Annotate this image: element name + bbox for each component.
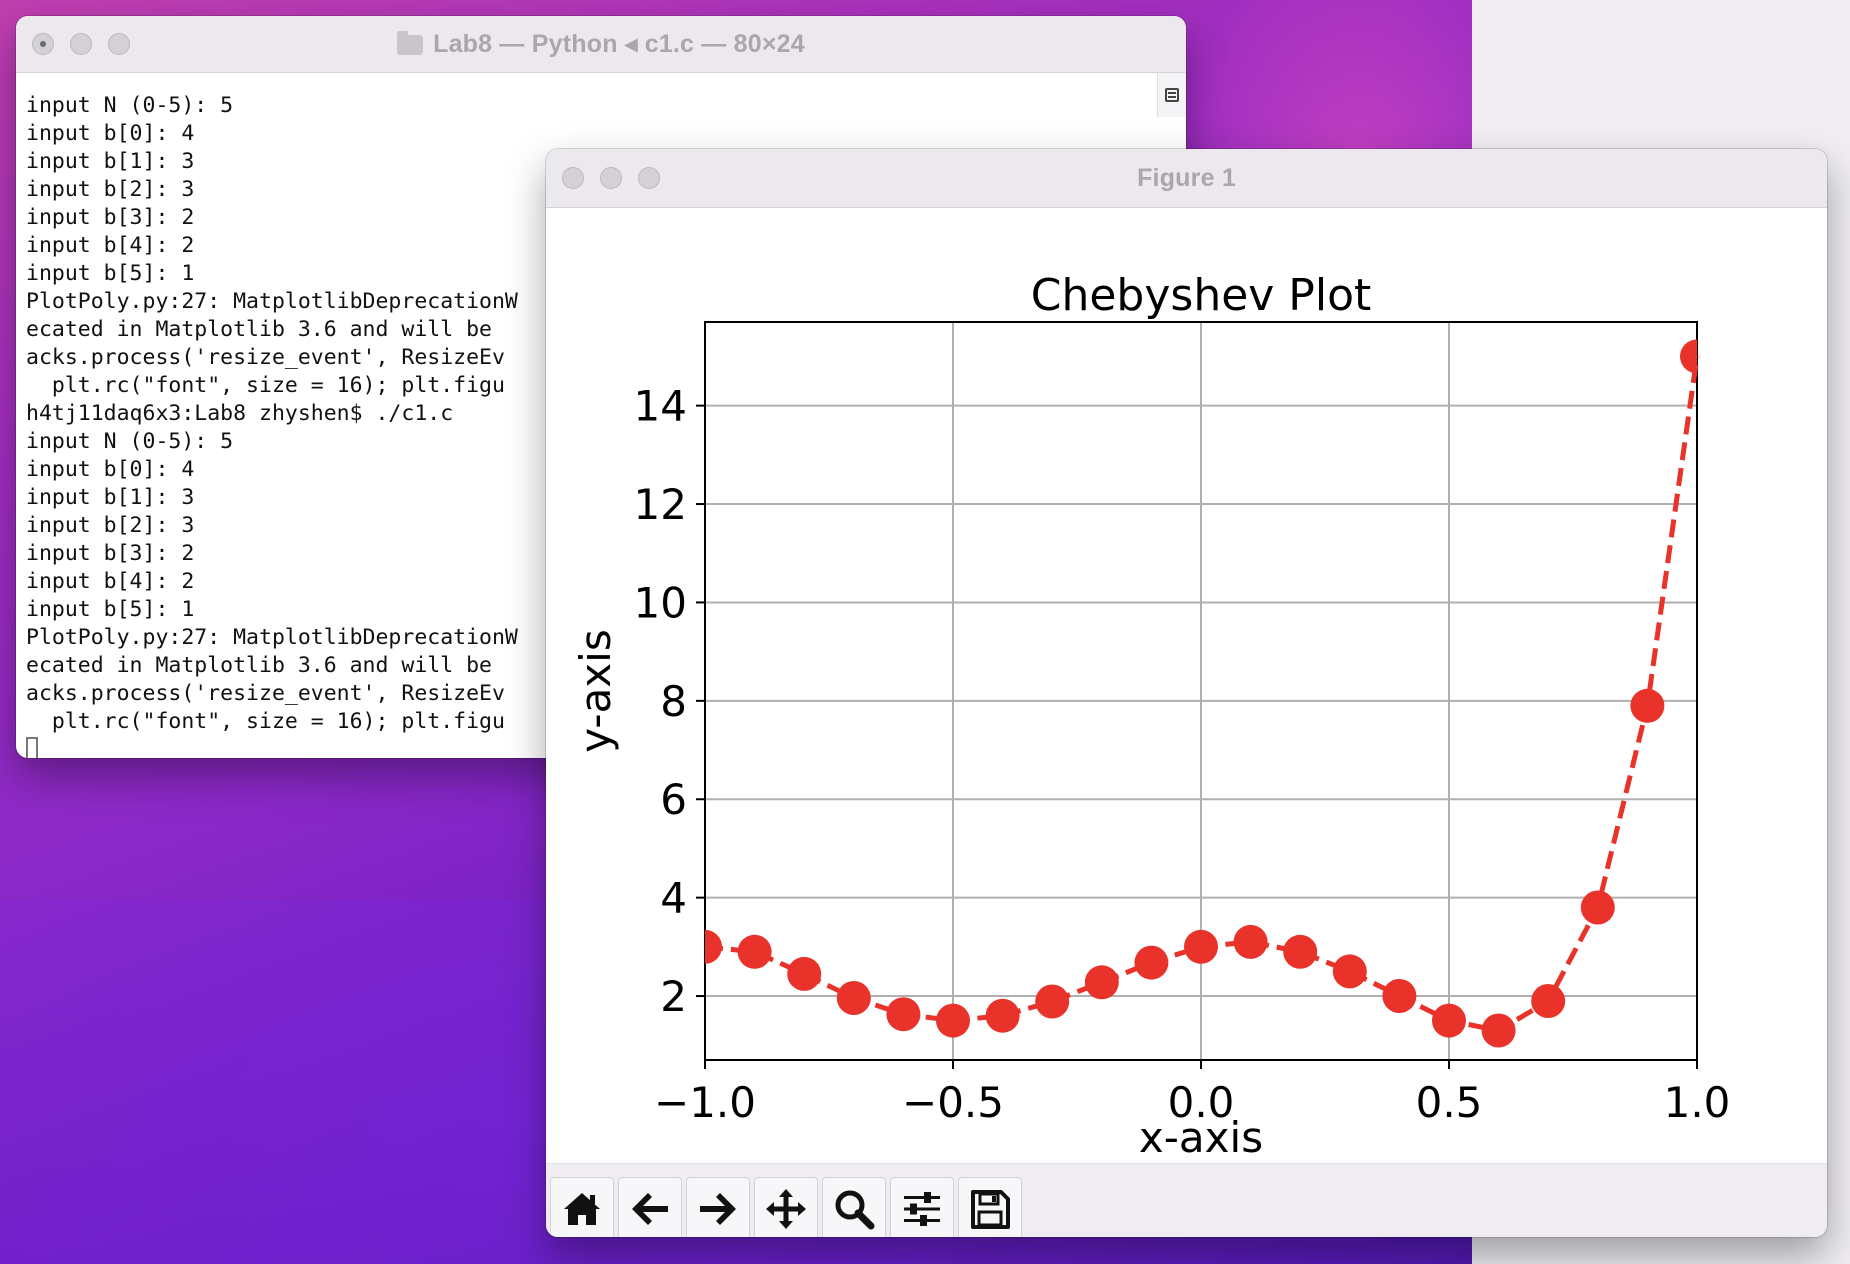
figure-title: Figure 1 [546, 149, 1827, 207]
home-icon [564, 1193, 600, 1225]
scroll-marks-icon [1165, 88, 1179, 102]
terminal-line: h4tj11daq6x3:Lab8 zhyshen$ ./c1.c [26, 401, 454, 426]
terminal-line: input b[1]: 3 [26, 149, 195, 174]
y-axis-label: y-axis [571, 629, 620, 752]
data-point [705, 929, 722, 964]
y-tick-label: 2 [660, 972, 687, 1021]
terminal-line: input b[4]: 2 [26, 569, 195, 594]
figure-titlebar[interactable]: Figure 1 [546, 149, 1827, 208]
scrollbar-toggle[interactable] [1157, 73, 1186, 117]
arrow-left-icon [632, 1193, 668, 1225]
data-point [1084, 965, 1119, 1000]
terminal-line: input b[5]: 1 [26, 261, 195, 286]
x-axis-label: x-axis [1139, 1113, 1263, 1162]
sliders-icon [904, 1192, 940, 1226]
terminal-line: input b[5]: 1 [26, 597, 195, 622]
figure-canvas[interactable]: −1.0 −0.5 0.0 0.5 1.0 2 4 6 8 10 12 14 Chebyshev P… [546, 208, 1827, 1164]
data-point [836, 981, 871, 1015]
close-button[interactable] [32, 33, 54, 55]
terminal-line: ecated in Matplotlib 3.6 and will be [26, 653, 505, 678]
terminal-cursor [26, 737, 38, 758]
y-tick-label: 6 [660, 775, 687, 824]
terminal-line: input b[2]: 3 [26, 177, 195, 202]
move-icon [766, 1189, 806, 1229]
data-point [1382, 979, 1417, 1013]
terminal-line: input b[3]: 2 [26, 541, 195, 566]
y-ticks: 2 4 6 8 10 12 14 [634, 382, 705, 1021]
configure-subplots-button[interactable] [890, 1177, 954, 1237]
data-point [1233, 924, 1268, 959]
x-tick-label: 0.5 [1416, 1078, 1483, 1127]
folder-icon [397, 31, 424, 55]
zoom-button[interactable] [638, 167, 660, 189]
minimize-button[interactable] [70, 33, 92, 55]
terminal-line: input b[2]: 3 [26, 513, 195, 538]
terminal-line: ecated in Matplotlib 3.6 and will be [26, 317, 505, 342]
figure-title-text: Figure 1 [1137, 163, 1236, 192]
zoom-button[interactable] [822, 1177, 886, 1237]
zoom-button[interactable] [108, 33, 130, 55]
data-point [1332, 954, 1367, 989]
terminal-line: input b[3]: 2 [26, 205, 195, 230]
data-point [1580, 890, 1615, 925]
pan-button[interactable] [754, 1177, 818, 1237]
forward-button[interactable] [686, 1177, 750, 1237]
data-point [1432, 1003, 1466, 1038]
x-tick-label: −0.5 [902, 1078, 1004, 1127]
chart-title: Chebyshev Plot [1031, 270, 1371, 321]
chart: −1.0 −0.5 0.0 0.5 1.0 2 4 6 8 10 12 14 Chebyshev P… [571, 270, 1730, 1162]
data-point [1680, 339, 1697, 374]
back-button[interactable] [618, 1177, 682, 1237]
data-point [886, 997, 921, 1032]
y-tick-label: 12 [634, 480, 687, 529]
terminal-line: input b[0]: 4 [26, 457, 195, 482]
terminal-line: input N (0-5): 5 [26, 93, 234, 118]
terminal-line: acks.process('resize_event', ResizeEv [26, 345, 505, 370]
y-tick-label: 4 [660, 874, 687, 923]
data-point [985, 998, 1020, 1033]
magnifier-icon [835, 1190, 875, 1230]
x-tick-label: −1.0 [654, 1078, 756, 1127]
x-tick-label: 0.0 [1168, 1078, 1235, 1127]
terminal-line: input b[1]: 3 [26, 485, 195, 510]
terminal-titlebar[interactable]: Lab8 — Python ◂ c1.c — 80×24 [16, 16, 1186, 73]
terminal-title-text: Lab8 — Python ◂ c1.c — 80×24 [433, 30, 805, 58]
y-tick-label: 10 [634, 578, 687, 627]
data-point [936, 1003, 970, 1038]
y-tick-label: 14 [634, 382, 687, 431]
terminal-line: PlotPoly.py:27: MatplotlibDeprecationW [26, 625, 518, 650]
terminal-line: input N (0-5): 5 [26, 429, 234, 454]
data-point [1531, 984, 1566, 1018]
close-button[interactable] [562, 167, 584, 189]
x-tick-label: 1.0 [1664, 1078, 1731, 1127]
terminal-line: acks.process('resize_event', ResizeEv [26, 681, 505, 706]
arrow-right-icon [700, 1193, 736, 1225]
terminal-output[interactable]: input N (0-5): 5 input b[0]: 4 input b[1]:… [26, 92, 1156, 758]
floppy-disk-icon [971, 1190, 1010, 1229]
terminal-line: PlotPoly.py:27: MatplotlibDeprecationW [26, 289, 518, 314]
data-point [1283, 934, 1318, 969]
terminal-line: input b[0]: 4 [26, 121, 195, 146]
x-ticks: −1.0 −0.5 0.0 0.5 1.0 [654, 1060, 1730, 1127]
data-point [787, 956, 822, 991]
terminal-line: plt.rc("font", size = 16); plt.figu [26, 373, 505, 398]
traffic-lights [562, 167, 660, 189]
data-point [1481, 1013, 1516, 1048]
minimize-button[interactable] [600, 167, 622, 189]
data-point [737, 934, 772, 969]
data-point [1134, 945, 1169, 980]
terminal-title: Lab8 — Python ◂ c1.c — 80×24 [16, 16, 1186, 72]
data-point [1184, 929, 1218, 964]
plot-toolbar [546, 1163, 1827, 1237]
data-point [1630, 688, 1665, 723]
traffic-lights [32, 33, 130, 55]
save-button[interactable] [958, 1177, 1022, 1237]
data-point [1035, 984, 1070, 1019]
series-markers [705, 339, 1697, 1048]
figure-window[interactable]: Figure 1 −1.0 −0.5 0.0 0.5 1.0 2 4 6 8 10 12 14 Ch… [546, 149, 1827, 1237]
y-tick-label: 8 [660, 677, 687, 726]
home-button[interactable] [550, 1177, 614, 1237]
terminal-line: plt.rc("font", size = 16); plt.figu [26, 709, 505, 734]
terminal-line: input b[4]: 2 [26, 233, 195, 258]
